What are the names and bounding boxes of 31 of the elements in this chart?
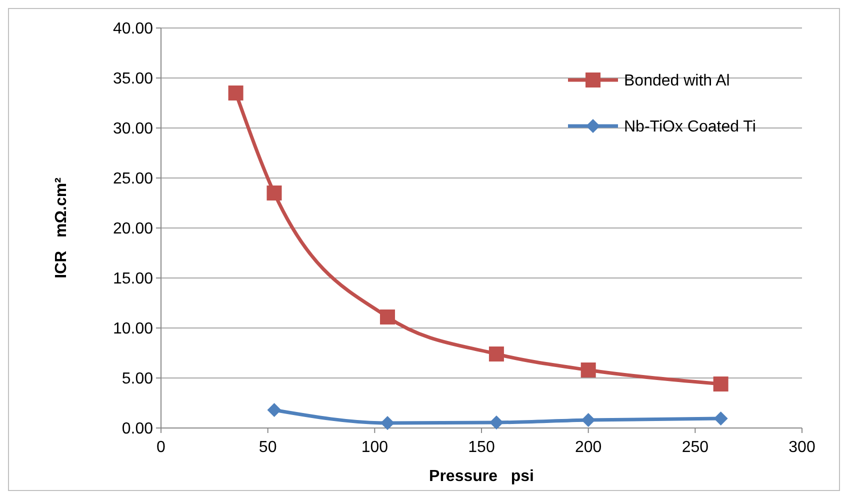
point (581, 413, 596, 427)
point (488, 346, 504, 362)
y-tick-label: 35.00 (112, 70, 154, 88)
x-axis-title: Pressure psi (429, 468, 534, 485)
y-axis-title: ICR mΩ.cm² (53, 178, 70, 278)
x-tick-label: 250 (682, 439, 709, 456)
point (713, 376, 728, 392)
point (580, 362, 596, 378)
point (380, 310, 395, 324)
legend-label: Nb-TiOx Coated Ti (624, 118, 756, 136)
point (380, 416, 394, 430)
x-tick-label: 300 (788, 439, 816, 456)
point (228, 86, 244, 100)
x-tick-label: 50 (258, 439, 277, 456)
point (266, 186, 282, 200)
point (267, 403, 282, 417)
x-tick-label: 200 (574, 439, 602, 456)
y-tick-label: 20.00 (112, 220, 154, 238)
x-tick-label: 150 (468, 439, 495, 456)
legend-label: Bonded with Al (624, 72, 730, 90)
y-tick-label: 25.00 (112, 170, 154, 188)
y-tick-label: 0.00 (122, 420, 154, 438)
point (714, 412, 728, 426)
y-tick-label: 5.00 (122, 370, 154, 388)
y-tick-label: 40.00 (112, 20, 154, 38)
y-tick-label: 30.00 (112, 120, 154, 138)
y-tick-label: 15.00 (112, 270, 154, 288)
x-tick-label: 0 (156, 439, 166, 456)
x-tick-label: 100 (361, 439, 388, 456)
y-tick-label: 10.00 (112, 320, 154, 338)
point (489, 416, 504, 430)
